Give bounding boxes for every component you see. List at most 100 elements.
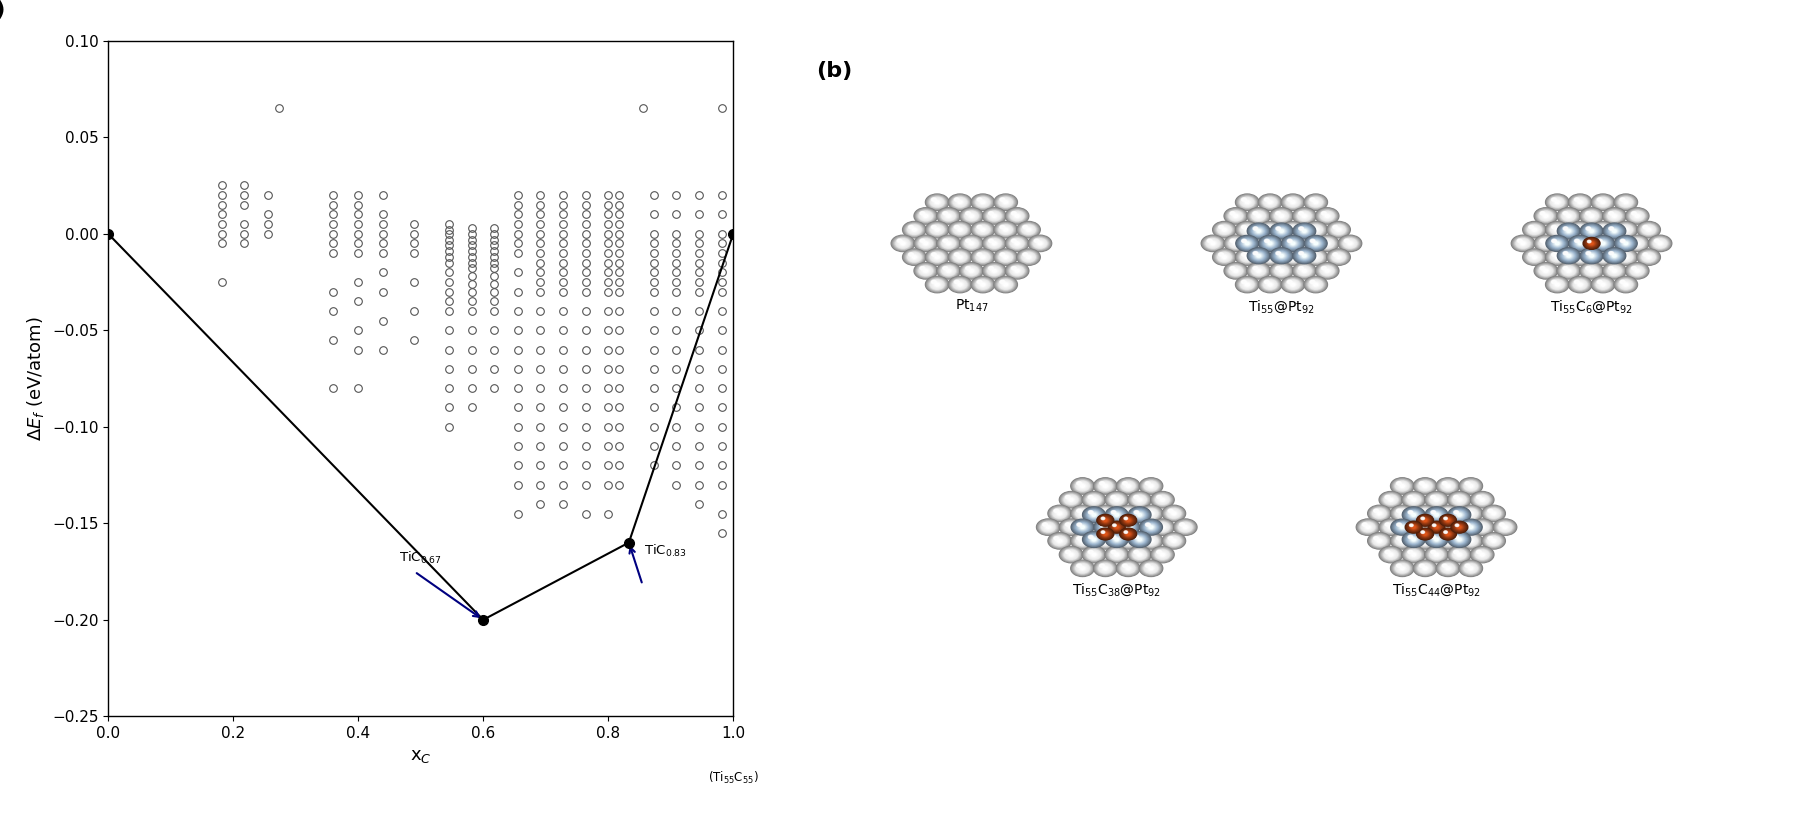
Circle shape [1483,505,1505,521]
Circle shape [1238,278,1256,291]
Circle shape [1624,282,1629,287]
Circle shape [1436,505,1460,521]
Circle shape [1260,222,1281,237]
Circle shape [1052,509,1067,519]
Circle shape [1557,235,1580,252]
Circle shape [1425,547,1447,562]
Circle shape [978,254,987,260]
Circle shape [1287,198,1299,206]
Circle shape [1420,523,1431,532]
Circle shape [1130,532,1150,547]
Circle shape [1570,195,1589,209]
Circle shape [1364,523,1366,525]
Circle shape [1445,519,1451,522]
Circle shape [953,279,968,290]
Circle shape [1249,248,1269,263]
Circle shape [1305,277,1328,293]
Circle shape [1429,495,1443,505]
Circle shape [1179,523,1193,532]
Circle shape [1584,266,1598,275]
Circle shape [1588,228,1589,230]
Circle shape [1406,509,1422,520]
Circle shape [1512,236,1534,251]
Circle shape [928,196,946,208]
Circle shape [1335,255,1342,260]
Circle shape [1541,267,1544,269]
Circle shape [1463,480,1479,492]
Circle shape [1045,525,1052,530]
Circle shape [919,212,932,221]
Circle shape [1454,536,1458,538]
Circle shape [1124,518,1126,519]
Circle shape [910,254,919,260]
Circle shape [1407,495,1420,505]
Circle shape [1456,524,1460,527]
Circle shape [1373,510,1386,518]
Circle shape [1395,535,1411,547]
Circle shape [1645,256,1651,259]
Circle shape [1451,521,1469,533]
Circle shape [1096,562,1115,575]
Circle shape [1618,197,1633,208]
Circle shape [1081,512,1085,514]
Circle shape [1615,249,1638,265]
Circle shape [1575,240,1586,247]
Circle shape [1497,521,1514,533]
Circle shape [953,197,968,208]
Circle shape [948,221,971,238]
Circle shape [1454,550,1458,554]
Circle shape [1076,536,1081,540]
Circle shape [1292,235,1315,252]
Circle shape [1454,523,1465,531]
Circle shape [1274,212,1288,221]
Circle shape [1310,253,1315,256]
Circle shape [1135,497,1137,498]
Circle shape [1314,201,1317,204]
Circle shape [1296,225,1314,237]
Circle shape [1025,255,1033,260]
Circle shape [1418,563,1433,573]
Circle shape [1454,536,1458,538]
Circle shape [1299,239,1303,243]
Circle shape [1094,479,1115,493]
Circle shape [1409,523,1418,531]
Circle shape [1470,519,1494,535]
Circle shape [1290,228,1296,231]
Circle shape [1287,239,1292,243]
Circle shape [973,251,993,264]
Circle shape [1543,241,1550,246]
Circle shape [948,194,971,210]
Circle shape [1470,546,1494,562]
Circle shape [1133,550,1139,554]
Circle shape [997,196,1015,208]
Circle shape [1543,214,1548,217]
Circle shape [1332,225,1346,234]
Circle shape [1443,517,1447,519]
Circle shape [1279,254,1285,257]
Circle shape [1081,540,1085,542]
Circle shape [1402,492,1425,507]
Circle shape [1009,210,1025,221]
Circle shape [1452,549,1467,560]
Circle shape [1242,199,1245,201]
Circle shape [1588,241,1595,246]
Circle shape [1279,215,1283,217]
Circle shape [1431,495,1436,499]
Circle shape [1087,522,1101,532]
Circle shape [1087,550,1101,559]
Circle shape [1407,523,1420,531]
Circle shape [1534,263,1557,279]
Circle shape [1548,195,1568,209]
Circle shape [1141,534,1160,548]
Circle shape [1413,514,1415,516]
Circle shape [1577,255,1584,260]
Circle shape [905,223,924,236]
Circle shape [1443,537,1445,539]
Circle shape [1276,212,1281,215]
Circle shape [1090,513,1097,517]
Circle shape [1288,254,1297,260]
Circle shape [1382,494,1398,505]
Circle shape [908,252,921,262]
Circle shape [1108,549,1124,561]
Circle shape [1171,539,1177,543]
